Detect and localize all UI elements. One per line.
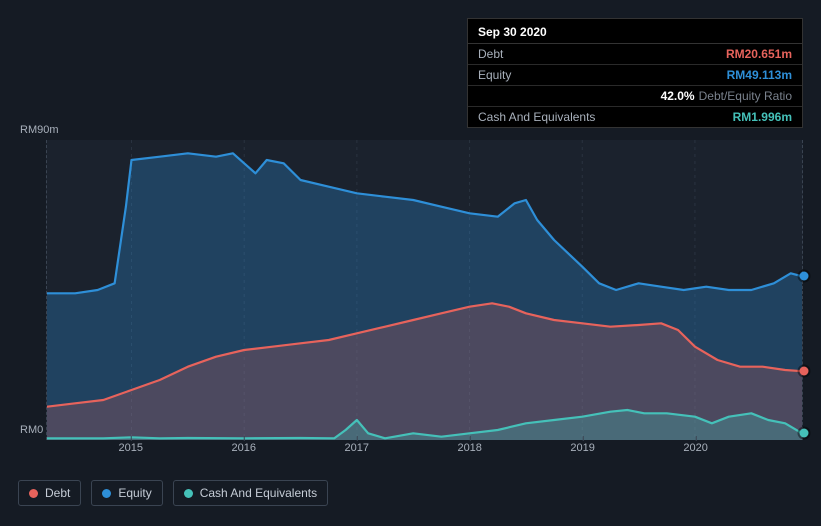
tooltip-row: 42.0% Debt/Equity Ratio	[468, 86, 802, 107]
tooltip-row-value: RM20.651m	[726, 47, 792, 61]
equity-end-marker	[800, 272, 809, 281]
legend-label: Cash And Equivalents	[200, 486, 317, 500]
x-tick-label: 2019	[570, 442, 594, 454]
legend-item-equity[interactable]: Equity	[91, 480, 162, 506]
y-axis-max-label: RM90m	[20, 124, 59, 136]
tooltip-row: DebtRM20.651m	[468, 44, 802, 65]
chart-legend: Debt Equity Cash And Equivalents	[18, 480, 328, 506]
legend-label: Debt	[45, 486, 70, 500]
debt-legend-dot	[29, 489, 38, 498]
data-tooltip: Sep 30 2020 DebtRM20.651mEquityRM49.113m…	[467, 18, 803, 128]
x-axis: 2015 2016 2017 2018 2019 2020	[46, 442, 803, 462]
equity-legend-dot	[102, 489, 111, 498]
x-tick-label: 2015	[118, 442, 142, 454]
tooltip-row-value: RM49.113m	[727, 68, 792, 82]
x-tick-label: 2018	[457, 442, 481, 454]
tooltip-row: Cash And EquivalentsRM1.996m	[468, 107, 802, 127]
tooltip-row-value: RM1.996m	[733, 110, 792, 124]
y-axis-min-label: RM0	[20, 424, 43, 436]
tooltip-date: Sep 30 2020	[468, 19, 802, 44]
cash-legend-dot	[184, 489, 193, 498]
legend-label: Equity	[118, 486, 151, 500]
tooltip-row-label: Cash And Equivalents	[478, 110, 733, 124]
tooltip-row-label: Equity	[478, 68, 727, 82]
legend-item-cash[interactable]: Cash And Equivalents	[173, 480, 328, 506]
cash-end-marker	[800, 429, 809, 438]
tooltip-row: EquityRM49.113m	[468, 65, 802, 86]
chart-plot-area[interactable]	[46, 140, 803, 440]
x-tick-label: 2016	[231, 442, 255, 454]
tooltip-ratio-pct: 42.0%	[661, 89, 695, 103]
tooltip-ratio-label: Debt/Equity Ratio	[699, 89, 792, 103]
tooltip-row-label: Debt	[478, 47, 726, 61]
debt-end-marker	[800, 367, 809, 376]
x-tick-label: 2020	[683, 442, 707, 454]
x-tick-label: 2017	[344, 442, 368, 454]
legend-item-debt[interactable]: Debt	[18, 480, 81, 506]
tooltip-row-label	[478, 89, 661, 103]
